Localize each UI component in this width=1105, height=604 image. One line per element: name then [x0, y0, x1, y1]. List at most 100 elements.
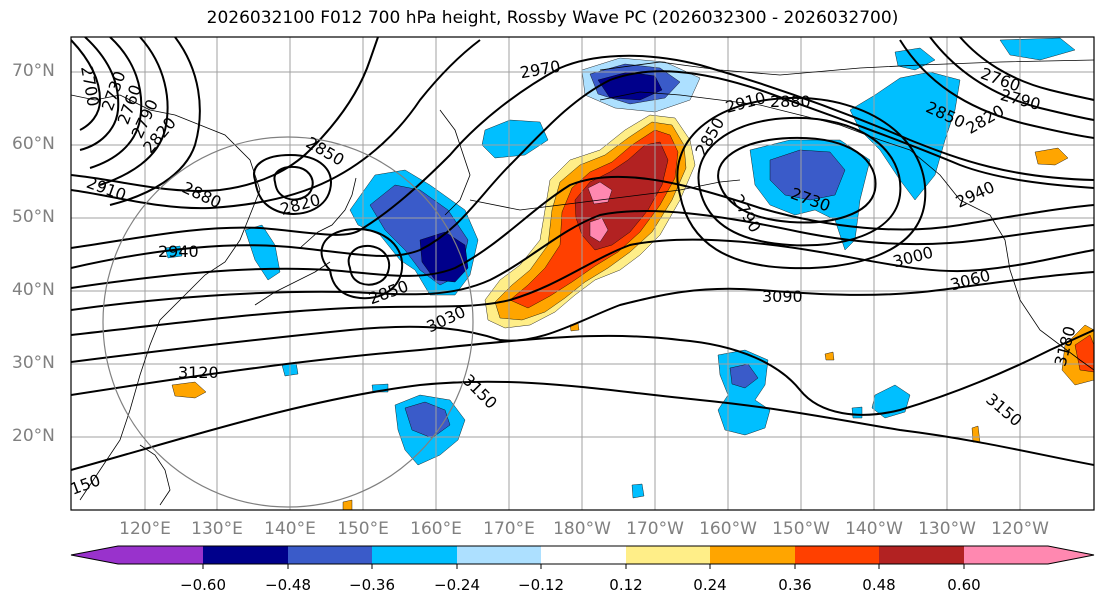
neg-anomaly-goa-core: [769, 149, 846, 201]
neg-anomaly-small5: [851, 406, 863, 419]
contour-label: 2820: [963, 101, 1008, 138]
contour-label: 3060: [948, 265, 992, 294]
pos-anomaly-small1: [342, 499, 353, 510]
colorbar-bin: [710, 546, 795, 564]
contour-2700-nw: [71, 39, 102, 131]
contour-label: 3120: [178, 363, 219, 382]
contour-2760-ne: [959, 37, 1094, 101]
colorbar-label: 0.60: [947, 576, 981, 594]
coast-asia: [71, 94, 261, 501]
colorbar-bin: [118, 546, 203, 564]
contour-label: 2880: [770, 92, 811, 111]
contour-2760-nw: [89, 37, 143, 169]
neg-anomaly-kamchatka: [481, 119, 549, 159]
pos-anomaly-se-core: [1074, 334, 1094, 373]
coast-kamchatka: [439, 109, 471, 216]
lon-label-140e: 140°E: [264, 519, 316, 539]
contour-label: 150: [68, 470, 103, 498]
pos-anomaly-ridge-060: [587, 181, 613, 205]
contour-3060: [71, 238, 1094, 336]
lon-label-150w: 150°W: [772, 519, 830, 539]
colorbar-extend-high: [1048, 546, 1094, 564]
contour-3120: [71, 329, 1094, 416]
pos-anomaly-w: [171, 381, 207, 399]
contour-2940: [71, 54, 1094, 249]
contour-3150: [71, 380, 1094, 471]
neg-anomaly-hawaii: [717, 349, 771, 436]
anomaly-fills: [164, 37, 1094, 510]
lon-label-170e: 170°E: [483, 519, 535, 539]
pos-anomaly-small2: [971, 425, 981, 443]
map-title: 2026032100 F012 700 hPa height, Rossby W…: [206, 8, 899, 28]
pos-anomaly-ne: [1034, 147, 1069, 166]
colorbar-bin: [964, 546, 1048, 564]
lon-label-130e: 130°E: [191, 519, 243, 539]
contour-label: 3090: [762, 287, 803, 306]
colorbar-bin: [879, 546, 964, 564]
coast-alaska: [599, 91, 1094, 371]
colorbar-bin: [203, 546, 288, 564]
contour-label: 2850: [366, 276, 411, 308]
lat-label-40n: 40°N: [12, 280, 55, 300]
colorbar-bin: [457, 546, 541, 564]
neg-anomaly-small2: [631, 483, 645, 499]
lon-label-140w: 140°W: [845, 519, 903, 539]
contour-label: 2940: [158, 242, 199, 261]
colorbar: [70, 545, 1095, 569]
neg-anomaly-alaska: [849, 71, 961, 201]
lon-label-170w: 170°W: [626, 519, 684, 539]
lat-label-60n: 60°N: [12, 134, 55, 154]
contour-2850-low: [320, 228, 404, 300]
coast-japan: [299, 177, 357, 249]
lon-label-160e: 160°E: [410, 519, 462, 539]
contour-label: 2910: [84, 173, 129, 205]
reference-circle: [102, 136, 474, 508]
colorbar-bin: [795, 546, 879, 564]
lon-label-130w: 130°W: [918, 519, 976, 539]
lat-label-30n: 30°N: [12, 353, 55, 373]
colorbar-label: −0.24: [434, 576, 480, 594]
contour-label: 2850: [303, 133, 348, 170]
lon-label-180w: 180°W: [553, 519, 611, 539]
lat-label-70n: 70°N: [12, 61, 55, 81]
contour-label: 3150: [982, 390, 1025, 431]
pos-anomaly-small3: [824, 351, 835, 361]
coast-aleutians: [469, 179, 741, 211]
contour-2880: [71, 37, 379, 192]
contour-2850-n: [253, 153, 332, 215]
colorbar-bin: [372, 546, 457, 564]
contour-3030: [71, 210, 1094, 311]
contour-label: 2970: [519, 57, 562, 83]
contour-2820-n: [273, 165, 314, 201]
colorbar-label: −0.60: [180, 576, 226, 594]
contour-2730-nw: [79, 37, 120, 151]
neg-anomaly-hawaii-core: [729, 363, 759, 389]
contour-label: 2790: [728, 191, 765, 236]
lon-label-160w: 160°W: [699, 519, 757, 539]
graticule: [71, 37, 1094, 510]
contour-3090: [71, 271, 1094, 363]
contour-3000: [71, 175, 1094, 289]
colorbar-label: 0.24: [693, 576, 727, 594]
colorbar-bin: [288, 546, 372, 564]
colorbar-label: 0.12: [609, 576, 643, 594]
lon-label-150e: 150°E: [337, 519, 389, 539]
colorbar-label: −0.48: [265, 576, 311, 594]
colorbar-bin: [541, 546, 626, 564]
contour-label: 3150: [459, 370, 501, 412]
lon-label-120w: 120°W: [991, 519, 1049, 539]
coast-philippines: [139, 444, 171, 506]
colorbar-outline: [70, 545, 1095, 565]
lat-label-20n: 20°N: [12, 426, 55, 446]
colorbar-bin: [626, 546, 710, 564]
height-contours: [71, 37, 1094, 471]
contour-2790-low: [697, 116, 902, 247]
contour-2730-low: [717, 136, 877, 224]
contour-2850-ak: [676, 96, 927, 270]
contour-2790-ne: [929, 37, 1094, 121]
colorbar-label: −0.12: [518, 576, 564, 594]
lon-label-120e: 120°E: [119, 519, 171, 539]
contour-label: 2940: [953, 177, 998, 211]
colorbar-label: 0.48: [862, 576, 896, 594]
